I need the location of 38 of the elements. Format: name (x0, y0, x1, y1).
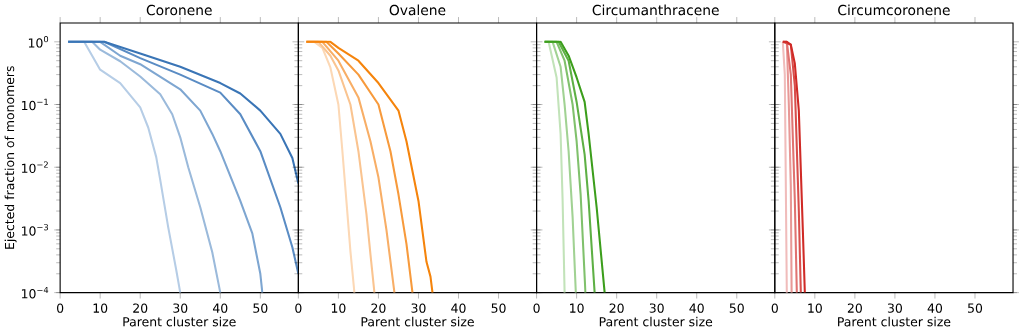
x-tick-label: 20 (609, 303, 624, 314)
x-tick-label: 10 (808, 303, 822, 314)
x-tick-label: 0 (295, 303, 302, 314)
x-tick-label: 40 (212, 303, 228, 314)
x-tick-label: 30 (173, 303, 188, 314)
x-tick-label: 20 (371, 303, 386, 314)
y-tick-label: 10$^{−1}$ (21, 98, 48, 111)
x-tick-label: 20 (847, 303, 862, 314)
x-tick-label: 10 (331, 303, 346, 314)
y-tick-label: 10$^{−4}$ (21, 287, 49, 299)
x-tick-label: 10 (570, 303, 584, 314)
x-axis-title: Parent cluster size (361, 316, 474, 327)
x-axis-title: Parent cluster size (599, 316, 713, 327)
chart-title: Ovalene (389, 4, 446, 16)
chart-title: Circumcoronene (838, 4, 950, 16)
chart-title: Coronene (146, 5, 212, 16)
x-tick-label: 40 (689, 303, 704, 314)
x-axis-title: Parent cluster size (838, 316, 951, 327)
x-tick-label: 0 (771, 303, 778, 314)
y-tick-label: 10$^{−3}$ (21, 224, 48, 236)
x-tick-label: 50 (729, 303, 744, 314)
x-tick-label: 50 (491, 303, 506, 314)
y-axis-title: Ejected fraction of monomers (4, 66, 17, 250)
x-tick-label: 0 (57, 303, 64, 314)
x-axis-title: Parent cluster size (123, 316, 236, 327)
x-tick-label: 20 (133, 303, 148, 314)
chart-title: Circumanthracene (592, 4, 719, 16)
x-tick-label: 30 (649, 303, 664, 314)
x-tick-label: 10 (93, 303, 108, 314)
x-tick-label: 0 (533, 303, 540, 314)
x-tick-label: 50 (968, 303, 983, 314)
x-tick-label: 30 (887, 303, 902, 314)
y-tick-label: 10$^{−2}$ (21, 161, 48, 174)
y-tick-label: 10$^{0}$ (28, 36, 49, 48)
x-tick-label: 50 (253, 303, 268, 314)
x-tick-label: 40 (927, 303, 943, 314)
x-tick-label: 30 (411, 303, 426, 314)
x-tick-label: 40 (451, 303, 466, 314)
